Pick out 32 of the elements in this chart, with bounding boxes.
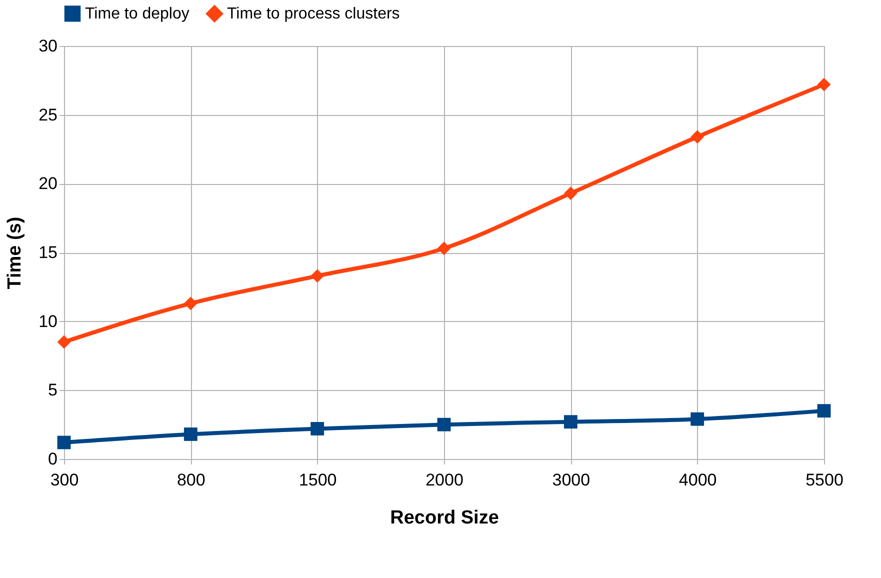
x-axis-title: Record Size [390, 508, 499, 528]
x-tick-label: 4000 [678, 470, 717, 490]
y-tick-label: 30 [38, 36, 58, 56]
y-tick-label: 20 [38, 174, 58, 194]
y-axis-title: Time (s) [4, 216, 26, 290]
y-tick-label: 5 [48, 380, 58, 400]
x-tick-label: 3000 [552, 470, 590, 490]
y-tick-label: 0 [48, 450, 58, 468]
x-tick-label: 2000 [426, 470, 464, 490]
legend-label: Time to deploy [85, 6, 190, 23]
y-tick-label: 10 [38, 312, 58, 331]
point [184, 296, 198, 310]
point [184, 428, 198, 441]
point [564, 186, 578, 200]
y-tick-label: 15 [38, 243, 58, 262]
legend-label: Time to process clusters [227, 6, 400, 23]
point [437, 242, 451, 256]
y-tick-label: 25 [38, 105, 58, 124]
point [817, 404, 831, 418]
point [817, 78, 831, 92]
point [690, 130, 704, 144]
x-tick-label: 300 [50, 470, 79, 490]
point [690, 412, 704, 426]
x-tick-label: 1500 [298, 470, 337, 490]
point [310, 269, 324, 283]
x-tick-label: 5500 [806, 470, 844, 490]
point [57, 436, 71, 450]
x-tick-label: 800 [176, 470, 206, 490]
point [564, 415, 578, 429]
point [310, 422, 324, 436]
point [437, 418, 451, 432]
point [57, 335, 71, 349]
